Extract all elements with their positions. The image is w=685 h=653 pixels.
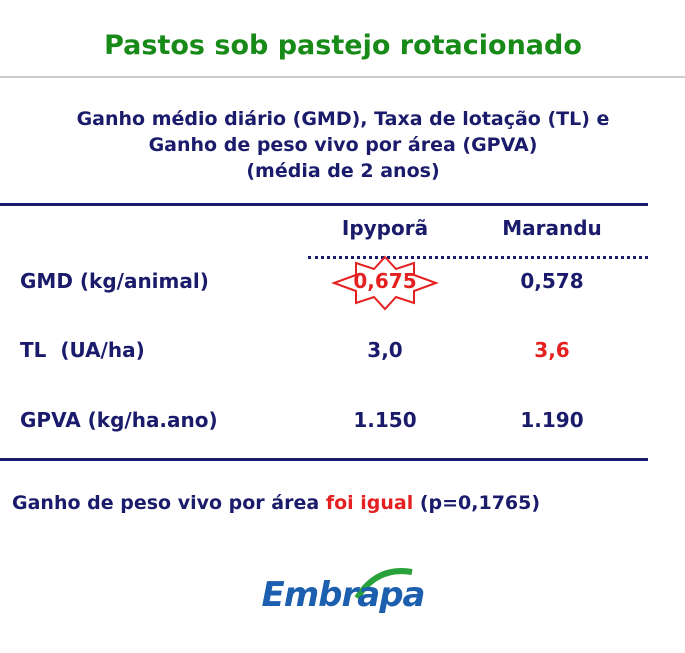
column-header: Ipyporã (341, 216, 429, 240)
table-bottom-rule (0, 458, 648, 461)
conclusion-text: (p=0,1765) (413, 492, 541, 514)
subtitle-line: (média de 2 anos) (246, 160, 440, 182)
cell: 0,675 (353, 269, 417, 293)
title-rule (0, 76, 685, 78)
header-rule (308, 256, 648, 259)
conclusion: Ganho de peso vivo por área foi igual (p… (12, 492, 540, 514)
row-label: GMD (kg/animal) (20, 269, 209, 293)
row-label: TL (UA/ha) (20, 338, 145, 362)
starburst (331, 255, 439, 311)
cell: 1.190 (520, 408, 584, 432)
cell: 3,6 (534, 338, 570, 362)
column-header: Marandu (502, 216, 602, 240)
logo: Embrapa (261, 575, 426, 615)
title: Pastos sob pastejo rotacionado (104, 30, 582, 61)
subtitle-line: Ganho médio diário (GMD), Taxa de lotaçã… (76, 108, 610, 130)
subtitle-line: Ganho de peso vivo por área (GPVA) (148, 134, 538, 156)
logo-arc (354, 568, 413, 600)
cell: 3,0 (367, 338, 403, 362)
cell: 1.150 (353, 408, 417, 432)
row-label: GPVA (kg/ha.ano) (20, 408, 218, 432)
cell: 0,578 (520, 269, 584, 293)
conclusion-text: Ganho de peso vivo por área (12, 492, 326, 514)
conclusion-highlight: foi igual (325, 492, 414, 514)
table-top-rule (0, 203, 648, 206)
